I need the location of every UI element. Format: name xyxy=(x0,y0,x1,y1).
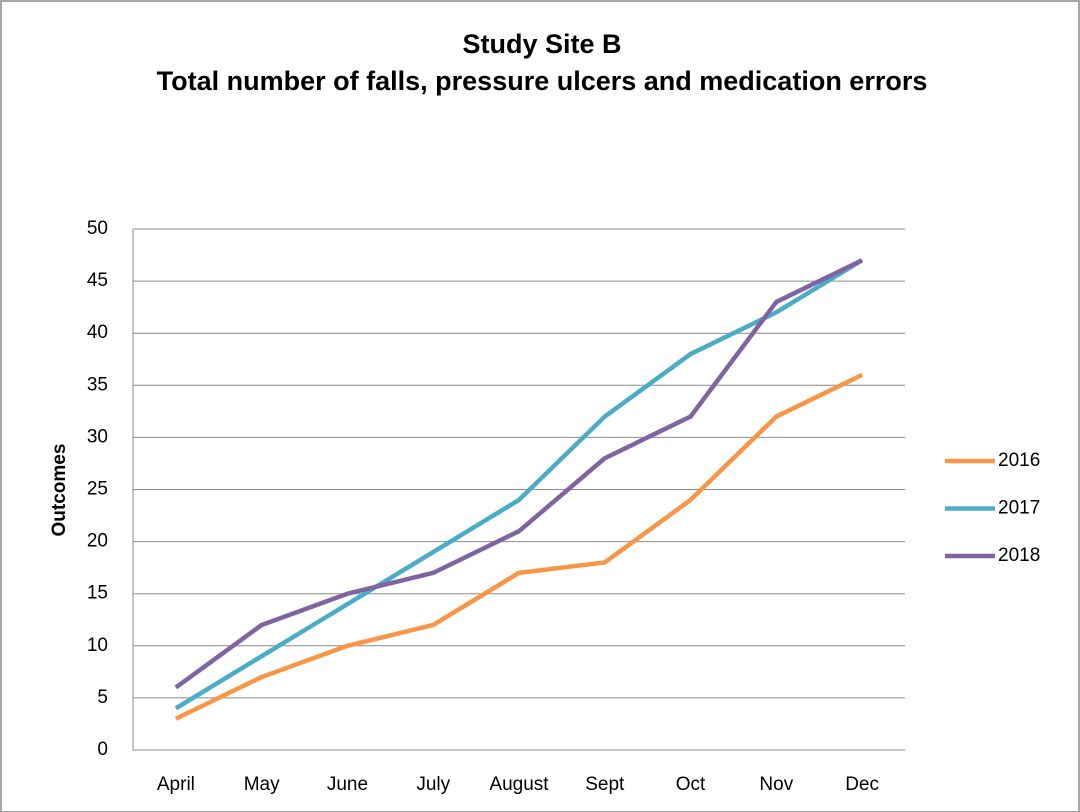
x-tick-label: Dec xyxy=(845,774,879,795)
series-line xyxy=(174,372,864,721)
y-tick-label: 10 xyxy=(87,635,108,656)
y-tick-label: 20 xyxy=(87,531,108,552)
y-tick-label: 35 xyxy=(87,374,108,395)
chart-title: Study Site B Total number of falls, press… xyxy=(122,26,962,100)
series-line xyxy=(174,258,864,690)
legend-label: 2018 xyxy=(998,545,1040,566)
y-tick-label: 50 xyxy=(87,218,108,239)
y-axis-label: Outcomes xyxy=(49,444,70,537)
y-tick-label: 25 xyxy=(87,479,108,500)
subtitle-line: Total number of falls, pressure ulcers a… xyxy=(156,66,928,96)
title-line: Study Site B xyxy=(462,29,622,59)
x-tick-label: July xyxy=(416,774,450,795)
x-tick-label: Oct xyxy=(676,774,706,795)
x-tick-label: August xyxy=(489,774,549,795)
legend-label: 2017 xyxy=(998,498,1040,519)
y-tick-label: 45 xyxy=(87,270,108,291)
x-tick-label: Sept xyxy=(585,774,625,795)
y-tick-label: 30 xyxy=(87,426,108,447)
x-tick-label: Nov xyxy=(759,774,793,795)
y-tick-label: 15 xyxy=(87,583,108,604)
x-tick-label: June xyxy=(327,774,368,795)
x-tick-label: April xyxy=(157,774,195,795)
y-tick-label: 0 xyxy=(97,739,108,760)
legend-label: 2016 xyxy=(998,450,1040,471)
series-line xyxy=(174,258,864,711)
x-tick-label: May xyxy=(244,774,280,795)
y-tick-label: 40 xyxy=(87,322,108,343)
y-tick-label: 5 xyxy=(97,687,108,708)
